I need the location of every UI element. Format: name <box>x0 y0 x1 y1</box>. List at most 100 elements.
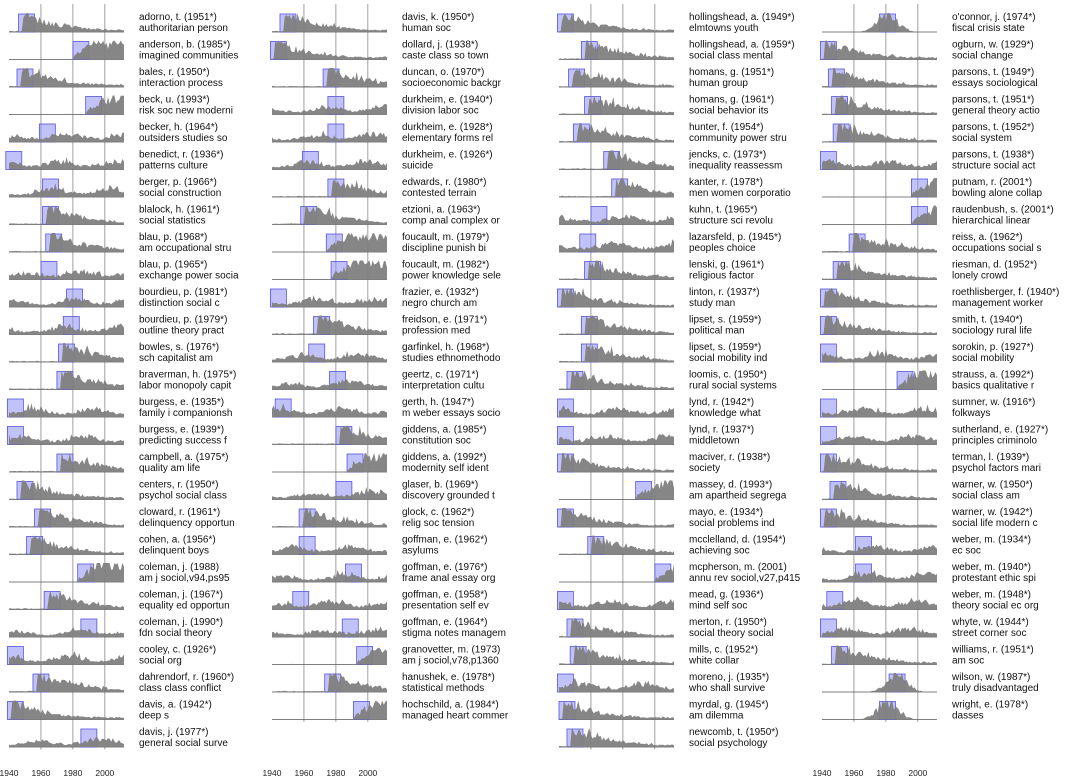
reference-title: social mobility ind <box>689 353 767 364</box>
reference-title: social change <box>952 51 1014 62</box>
citation-area <box>559 480 674 500</box>
sparkline-row: hochschild, a. (1984*)managed heart comm… <box>272 700 509 722</box>
reference-name: sutherland, e. (1927*) <box>952 425 1048 436</box>
reference-title: risk soc new moderni <box>139 106 233 117</box>
citation-area <box>822 453 937 472</box>
citation-area <box>272 206 387 225</box>
citation-area <box>272 673 387 692</box>
citation-area <box>559 95 674 115</box>
reference-name: lynd, r. (1937*) <box>689 425 754 436</box>
citation-area <box>559 315 674 335</box>
sparkline-row: foucault, m. (1979*)discipline punish bi <box>272 232 489 254</box>
citation-area <box>822 315 937 335</box>
reference-name: granovetter, m. (1973) <box>402 645 500 656</box>
x-tick-label: 1940 <box>263 768 282 778</box>
sparkline-row: gerth, h. (1947*)m weber essays socio <box>272 397 501 419</box>
citation-area <box>9 651 124 665</box>
sparkline-row: benedict, r. (1936*)patterns culture <box>5 150 224 172</box>
reference-title: deep s <box>139 711 169 722</box>
citation-area <box>272 260 387 280</box>
reference-name: goffman, e. (1976*) <box>402 562 487 573</box>
reference-title: frame anal essay org <box>402 573 495 584</box>
reference-title: authoritarian person <box>139 23 228 34</box>
reference-title: socioeconomic backgr <box>402 78 502 89</box>
reference-title: principles criminolo <box>952 436 1037 447</box>
reference-title: psychol factors mari <box>952 463 1041 474</box>
sparkline-row: duncan, o. (1970*)socioeconomic backgr <box>272 67 502 89</box>
reference-name: mcpherson, m. (2001) <box>689 562 787 573</box>
sparkline-row: frazier, e. (1932*)negro church am <box>269 287 479 309</box>
citation-area <box>559 214 674 225</box>
reference-title: social psychology <box>689 738 767 749</box>
reference-title: social theory social <box>689 628 773 639</box>
citation-area <box>559 645 674 665</box>
reference-title: am occupational stru <box>139 243 231 254</box>
sparkline-row: lynd, r. (1937*)middletown <box>556 425 754 447</box>
reference-title: religious factor <box>689 271 755 282</box>
citation-area <box>9 183 124 197</box>
citation-area <box>9 323 124 335</box>
reference-name: wright, e. (1978*) <box>951 700 1028 711</box>
reference-title: social class mental <box>689 51 773 62</box>
reference-name: davis, j. (1977*) <box>139 727 208 738</box>
sparkline-row: coleman, j. (1988)am j sociol,v94,ps95 <box>9 562 230 584</box>
citation-area <box>822 13 937 32</box>
citation-area <box>9 40 124 60</box>
sparkline-row: blalock, h. (1961*)social statistics <box>9 205 220 227</box>
citation-area <box>9 403 124 417</box>
citation-area <box>559 123 674 142</box>
sparkline-row: merton, r. (1950*)social theory social <box>559 617 773 639</box>
reference-name: durkheim, e. (1926*) <box>402 150 493 161</box>
reference-name: lenski, g. (1961*) <box>689 260 764 271</box>
reference-name: dahrendorf, r. (1960*) <box>139 672 234 683</box>
reference-name: adorno, t. (1951*) <box>139 12 217 23</box>
reference-name: lipset, s. (1959*) <box>689 315 761 326</box>
reference-title: studies ethnomethodo <box>402 353 501 364</box>
sparkline-row: durkheim, e. (1928*)elementary forms rel <box>272 122 493 144</box>
sparkline-row: giddens, a. (1985*)constitution soc <box>272 425 487 447</box>
reference-title: delinquent boys <box>139 546 209 557</box>
reference-name: roethlisberger, f. (1940*) <box>952 287 1059 298</box>
reference-title: ec soc <box>952 546 981 557</box>
citation-area <box>272 700 387 720</box>
sparkline-row: becker, h. (1964*)outsiders studies so <box>9 122 228 144</box>
reference-name: lynd, r. (1942*) <box>689 397 754 408</box>
x-tick-label: 2000 <box>358 768 377 778</box>
reference-name: cooley, c. (1926*) <box>139 645 216 656</box>
sparkline-row: giddens, a. (1992*)modernity self ident <box>272 452 489 474</box>
reference-title: profession med <box>402 326 470 337</box>
citation-area <box>272 569 387 582</box>
citation-area <box>822 673 937 692</box>
reference-name: blau, p. (1968*) <box>139 232 207 243</box>
reference-title: fiscal crisis state <box>952 23 1025 34</box>
citation-area <box>272 295 387 307</box>
sparkline-row: mills, c. (1952*)white collar <box>559 645 758 667</box>
sparkline-row: anderson, b. (1985*)imagined communities <box>9 40 239 62</box>
reference-title: suicide <box>402 161 434 172</box>
reference-title: social life modern c <box>952 518 1038 529</box>
citation-area <box>9 205 124 225</box>
reference-name: moreno, j. (1935*) <box>689 672 769 683</box>
sparkline-row: foucault, m. (1982*)power knowledge sele <box>272 260 501 282</box>
citation-area <box>272 486 387 500</box>
sparkline-row: parsons, t. (1952*)social system <box>822 122 1034 144</box>
reference-name: homans, g. (1961*) <box>689 95 774 106</box>
citation-area <box>272 233 387 252</box>
reference-name: parsons, t. (1952*) <box>952 122 1034 133</box>
reference-title: structure social act <box>952 161 1036 172</box>
reference-title: basics qualitative r <box>952 381 1035 392</box>
citation-area <box>9 700 124 720</box>
reference-name: sorokin, p. (1927*) <box>952 342 1034 353</box>
reference-title: statistical methods <box>402 683 484 694</box>
reference-title: who shall survive <box>688 683 766 694</box>
reference-title: sch capitalist am <box>139 353 213 364</box>
reference-title: discovery grounded t <box>402 491 495 502</box>
reference-name: weber, m. (1948*) <box>951 590 1031 601</box>
reference-title: equality ed opportun <box>139 601 230 612</box>
reference-title: constitution soc <box>402 436 471 447</box>
reference-title: imagined communities <box>139 51 239 62</box>
citation-area <box>272 508 387 527</box>
reference-title: hierarchical linear <box>952 216 1031 227</box>
citation-area <box>9 433 124 445</box>
